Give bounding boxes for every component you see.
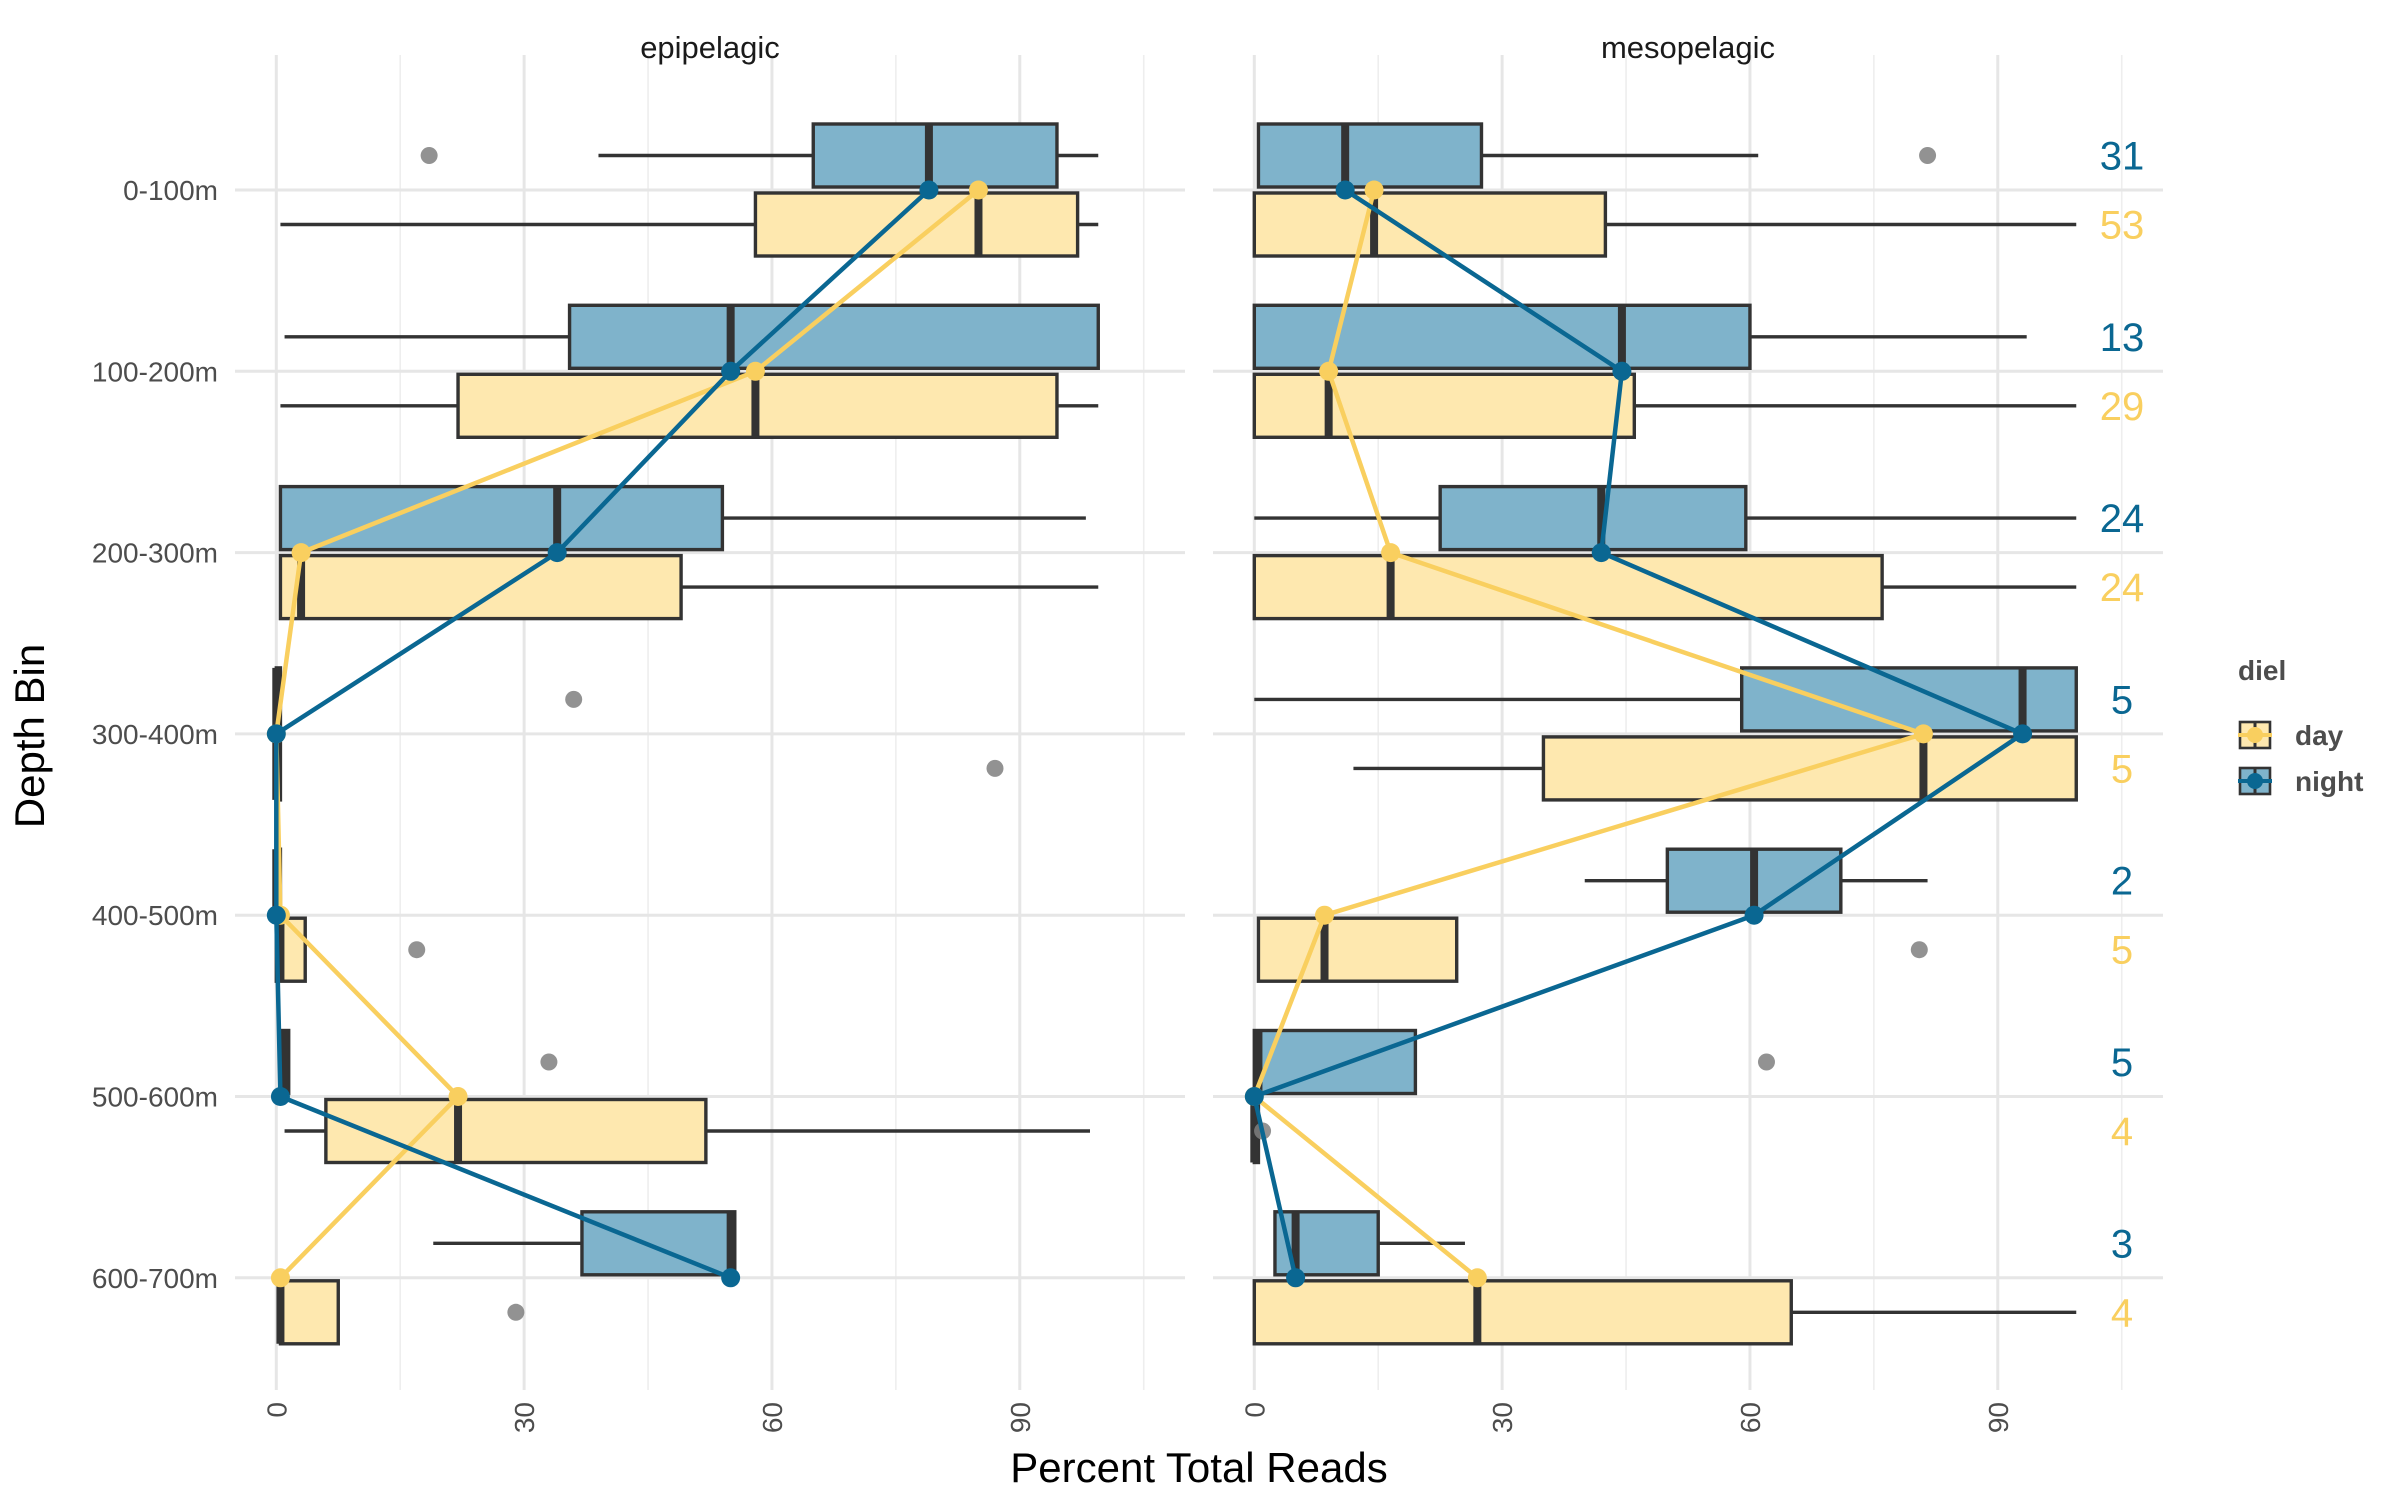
outlier-point (1757, 1053, 1775, 1071)
count-night: 2 (2111, 860, 2133, 904)
mean-point-day (1913, 724, 1933, 744)
mean-point-night (270, 1087, 290, 1106)
x-tick-label: 60 (1735, 1402, 1766, 1433)
legend-key-point (2247, 727, 2263, 743)
count-night: 13 (2100, 316, 2145, 360)
mean-point-day (291, 543, 311, 563)
outlier-point (507, 1303, 525, 1321)
mean-point-day (1319, 361, 1339, 381)
mean-point-night (266, 905, 286, 925)
mean-point-night (1335, 180, 1355, 200)
count-day: 4 (2111, 1110, 2133, 1154)
outlier-point (1919, 147, 1937, 164)
box-day (278, 553, 683, 621)
mean-point-night (1286, 1268, 1306, 1288)
count-day: 24 (2100, 566, 2145, 610)
legend-title: diel (2238, 655, 2286, 686)
y-tick-label: 600-700m (92, 1263, 218, 1294)
box-night (811, 122, 1059, 189)
outlier-point (1910, 941, 1928, 959)
box-day (1252, 372, 1637, 439)
box-day (278, 1279, 340, 1346)
box-night (567, 303, 1100, 370)
y-tick-label: 200-300m (92, 538, 218, 569)
box-day (1256, 916, 1459, 983)
box-night (1252, 1028, 1418, 1096)
x-tick-label: 30 (1487, 1402, 1518, 1433)
count-night: 5 (2111, 678, 2133, 722)
mean-point-night (1244, 1087, 1264, 1106)
mean-point-night (919, 180, 939, 200)
x-tick-label: 0 (1239, 1402, 1270, 1418)
mean-point-day (1364, 180, 1384, 200)
x-tick-label: 0 (261, 1402, 292, 1418)
legend: diel day night (2238, 655, 2363, 797)
box-night (1438, 484, 1748, 552)
y-axis-title: Depth Bin (6, 644, 53, 828)
y-tick-label: 100-200m (92, 356, 218, 387)
outlier-point (565, 690, 583, 708)
count-night: 31 (2100, 135, 2145, 179)
outlier-point (420, 147, 438, 164)
mean-point-night (1612, 361, 1632, 381)
legend-label-day: day (2295, 720, 2344, 751)
mean-point-night (1591, 543, 1611, 563)
box-night (1273, 1210, 1380, 1277)
box-night (1252, 303, 1752, 370)
panel-title-mesopelagic: mesopelagic (1601, 30, 1775, 65)
count-day: 5 (2111, 747, 2133, 791)
mean-point-day (1315, 905, 1335, 925)
box-day (1252, 553, 1884, 621)
mean-point-night (721, 361, 741, 381)
y-tick-label: 0-100m (123, 175, 218, 206)
mean-point-day (1467, 1268, 1487, 1288)
x-tick-label: 90 (1983, 1402, 2014, 1433)
y-tick-label: 400-500m (92, 900, 218, 931)
box-night (580, 1210, 737, 1277)
count-day: 29 (2100, 385, 2145, 429)
count-day: 53 (2100, 204, 2145, 248)
outlier-point (408, 941, 426, 959)
legend-key-point (2247, 773, 2263, 789)
mean-lines (266, 180, 2033, 1288)
mean-point-night (721, 1268, 741, 1288)
mean-point-day (270, 1268, 290, 1288)
outlier-point (540, 1053, 558, 1071)
labels: epipelagic mesopelagic 0-100m 100-200m 200-3… (6, 30, 2144, 1491)
legend-label-night: night (2295, 766, 2363, 797)
outlier-point (986, 759, 1004, 777)
count-night: 24 (2100, 497, 2145, 541)
x-tick-label: 90 (1005, 1402, 1036, 1433)
mean-point-day (745, 361, 765, 381)
count-day: 4 (2111, 1291, 2133, 1335)
mean-point-day (968, 180, 988, 200)
grid (235, 55, 2163, 1390)
boxes (272, 122, 2078, 1346)
mean-point-day (1381, 543, 1401, 563)
x-tick-label: 60 (757, 1402, 788, 1433)
box-night (1256, 122, 1484, 189)
mean-point-night (2013, 724, 2033, 744)
box-day (1252, 1279, 1793, 1346)
x-axis-title: Percent Total Reads (1010, 1444, 1387, 1491)
box-day (324, 1097, 708, 1165)
y-tick-label: 300-400m (92, 719, 218, 750)
mean-point-night (547, 543, 567, 563)
count-day: 5 (2111, 929, 2133, 973)
x-tick-label: 30 (509, 1402, 540, 1433)
mean-point-night (1744, 905, 1764, 925)
box-night (278, 484, 725, 552)
count-night: 3 (2111, 1222, 2133, 1266)
y-tick-label: 500-600m (92, 1082, 218, 1113)
panel-title-epipelagic: epipelagic (640, 30, 780, 65)
mean-point-night (266, 724, 286, 744)
count-night: 5 (2111, 1041, 2133, 1085)
mean-point-day (448, 1087, 468, 1106)
